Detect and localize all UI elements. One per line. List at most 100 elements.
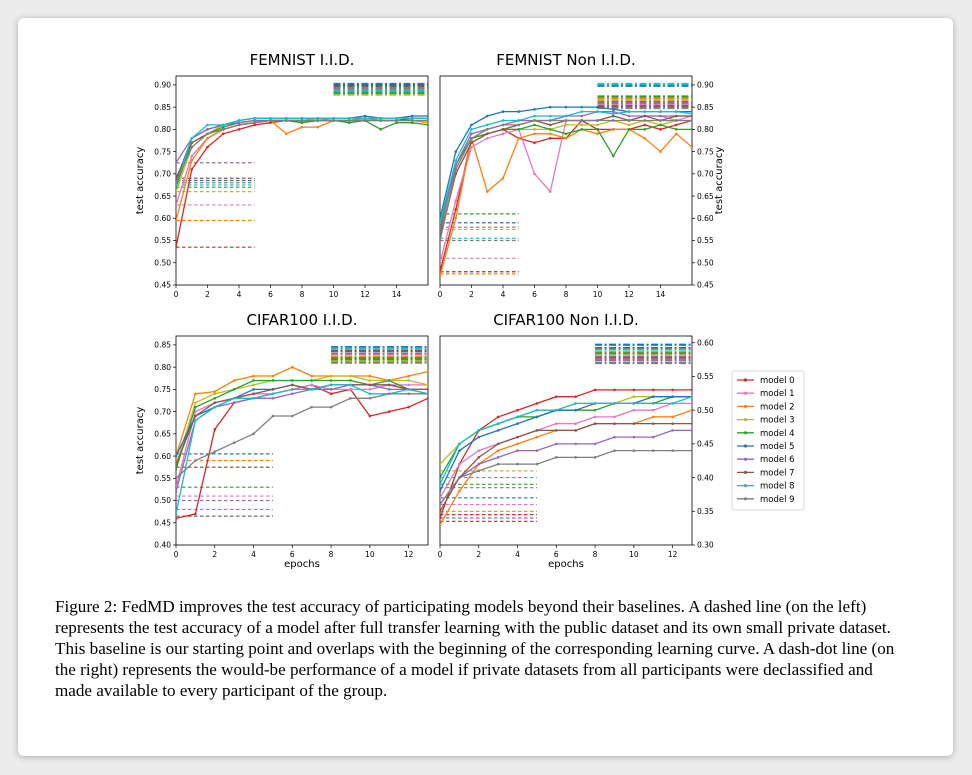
y-tick-label: 0.85 [154, 103, 171, 112]
series-point [632, 449, 636, 452]
x-axis-label: epochs [548, 559, 584, 570]
y-tick-label: 0.55 [697, 372, 714, 381]
series-point [347, 121, 351, 124]
y-axis-label: test accuracy [135, 147, 146, 215]
legend-label: model 8 [760, 482, 795, 492]
x-axis-label: epochs [284, 559, 320, 570]
series-point [206, 123, 209, 127]
series-point [643, 136, 647, 140]
y-tick-label: 0.45 [154, 518, 171, 527]
series-point [454, 168, 458, 171]
series-point [517, 110, 521, 113]
y-tick-label: 0.30 [697, 541, 714, 550]
x-tick-label: 10 [629, 550, 639, 559]
series-point [387, 379, 391, 382]
legend-label: model 3 [760, 416, 795, 426]
series-point [611, 110, 615, 113]
series-point [501, 176, 505, 180]
series-point [349, 396, 352, 400]
series-point [407, 392, 410, 396]
y-tick-label: 0.60 [697, 214, 714, 223]
series-point [440, 221, 442, 225]
series-point [291, 388, 294, 391]
series-point [440, 509, 442, 513]
series-point [477, 435, 481, 439]
series-point [496, 442, 500, 446]
series-point [516, 422, 519, 425]
chart-title: CIFAR100 Non I.I.D. [493, 311, 639, 329]
y-tick-label: 0.50 [154, 496, 171, 505]
series-point [426, 121, 428, 124]
series-point [690, 422, 692, 425]
x-tick-label: 10 [593, 290, 603, 299]
series-point [596, 105, 599, 109]
series-point [690, 145, 692, 149]
series-point [533, 108, 536, 111]
series-point [533, 132, 536, 136]
x-tick-label: 4 [515, 550, 520, 559]
series-line [440, 429, 692, 505]
series-point [611, 112, 615, 116]
series-point [440, 523, 442, 527]
series-line [440, 422, 692, 512]
series-point [564, 119, 568, 122]
series-line [440, 389, 692, 519]
series-point [426, 396, 428, 400]
series-point [671, 449, 674, 452]
series-point [310, 379, 313, 382]
x-tick-label: 0 [438, 290, 443, 299]
series-point [690, 128, 692, 131]
series-point [632, 402, 636, 405]
series-point [426, 119, 428, 122]
series-point [454, 208, 458, 211]
y-tick-label: 0.55 [154, 474, 171, 483]
y-tick-label: 0.85 [154, 341, 171, 350]
series-point [593, 388, 597, 392]
series-point [580, 105, 584, 109]
legend-label: model 0 [760, 376, 795, 386]
series-line [176, 384, 428, 466]
series-point [564, 114, 568, 118]
series-point [379, 128, 383, 131]
series-point [516, 408, 519, 412]
series-point [176, 512, 178, 516]
series-point [596, 128, 599, 131]
plot-area [176, 82, 428, 249]
series-point [580, 110, 584, 113]
legend: model 0 model 1 model 2 model 3 model 4 model… [731, 370, 805, 511]
x-tick-label: 6 [290, 550, 295, 559]
series-point [627, 128, 631, 131]
series-point [349, 383, 352, 387]
series-point [194, 512, 197, 516]
series-point [659, 110, 662, 113]
x-tick-label: 4 [237, 290, 242, 299]
series-point [690, 408, 692, 412]
series-point [316, 116, 320, 120]
series-point [516, 442, 519, 446]
series-point [555, 429, 558, 432]
series-point [593, 456, 597, 459]
x-tick-label: 12 [624, 290, 634, 299]
series-point [454, 159, 458, 162]
chart-panel-0: FEMNIST I.I.D. 0 2 4 6 8 10 12 14 0.45 0.50 0.55 0.6… [135, 51, 429, 299]
series-point [440, 239, 442, 242]
x-tick-label: 6 [532, 290, 537, 299]
series-point [533, 114, 536, 118]
series-point [332, 119, 335, 122]
series-point [613, 449, 616, 452]
series-point [271, 414, 275, 418]
series-point [516, 462, 519, 466]
x-tick-label: 8 [593, 550, 598, 559]
series-point [213, 392, 217, 396]
series-point [426, 116, 428, 120]
series-point [300, 119, 304, 122]
series-point [501, 119, 505, 122]
series-point [535, 415, 539, 419]
series-point [517, 119, 521, 122]
series-point [387, 383, 391, 387]
series-point [535, 449, 539, 452]
series-point [533, 141, 536, 145]
series-point [194, 419, 197, 422]
x-tick-label: 0 [174, 290, 179, 299]
y-tick-label: 0.70 [697, 170, 714, 179]
